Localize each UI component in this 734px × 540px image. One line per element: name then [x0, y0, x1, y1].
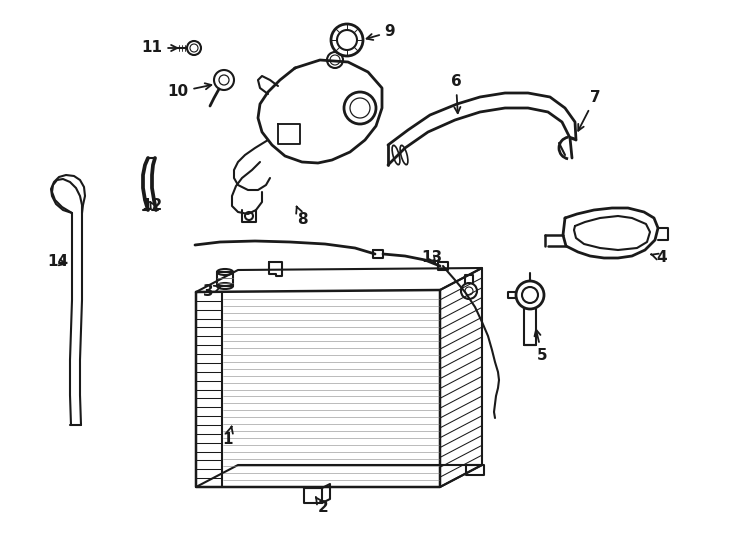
- Text: 13: 13: [421, 251, 443, 266]
- Text: 14: 14: [48, 254, 68, 269]
- Text: 5: 5: [534, 330, 548, 362]
- Text: 4: 4: [651, 251, 667, 266]
- Text: 12: 12: [142, 198, 163, 213]
- Text: 10: 10: [167, 83, 211, 99]
- Ellipse shape: [392, 145, 400, 165]
- Ellipse shape: [217, 269, 233, 275]
- Text: 7: 7: [578, 91, 600, 131]
- Ellipse shape: [217, 283, 233, 289]
- Text: 9: 9: [366, 24, 396, 40]
- Ellipse shape: [400, 145, 408, 165]
- Text: 11: 11: [142, 40, 177, 56]
- Text: 3: 3: [203, 284, 220, 299]
- Circle shape: [331, 24, 363, 56]
- Text: 1: 1: [222, 427, 233, 448]
- Text: 6: 6: [451, 75, 462, 113]
- Text: 2: 2: [316, 497, 328, 516]
- Text: 8: 8: [297, 206, 308, 227]
- Circle shape: [327, 52, 343, 68]
- Circle shape: [187, 41, 201, 55]
